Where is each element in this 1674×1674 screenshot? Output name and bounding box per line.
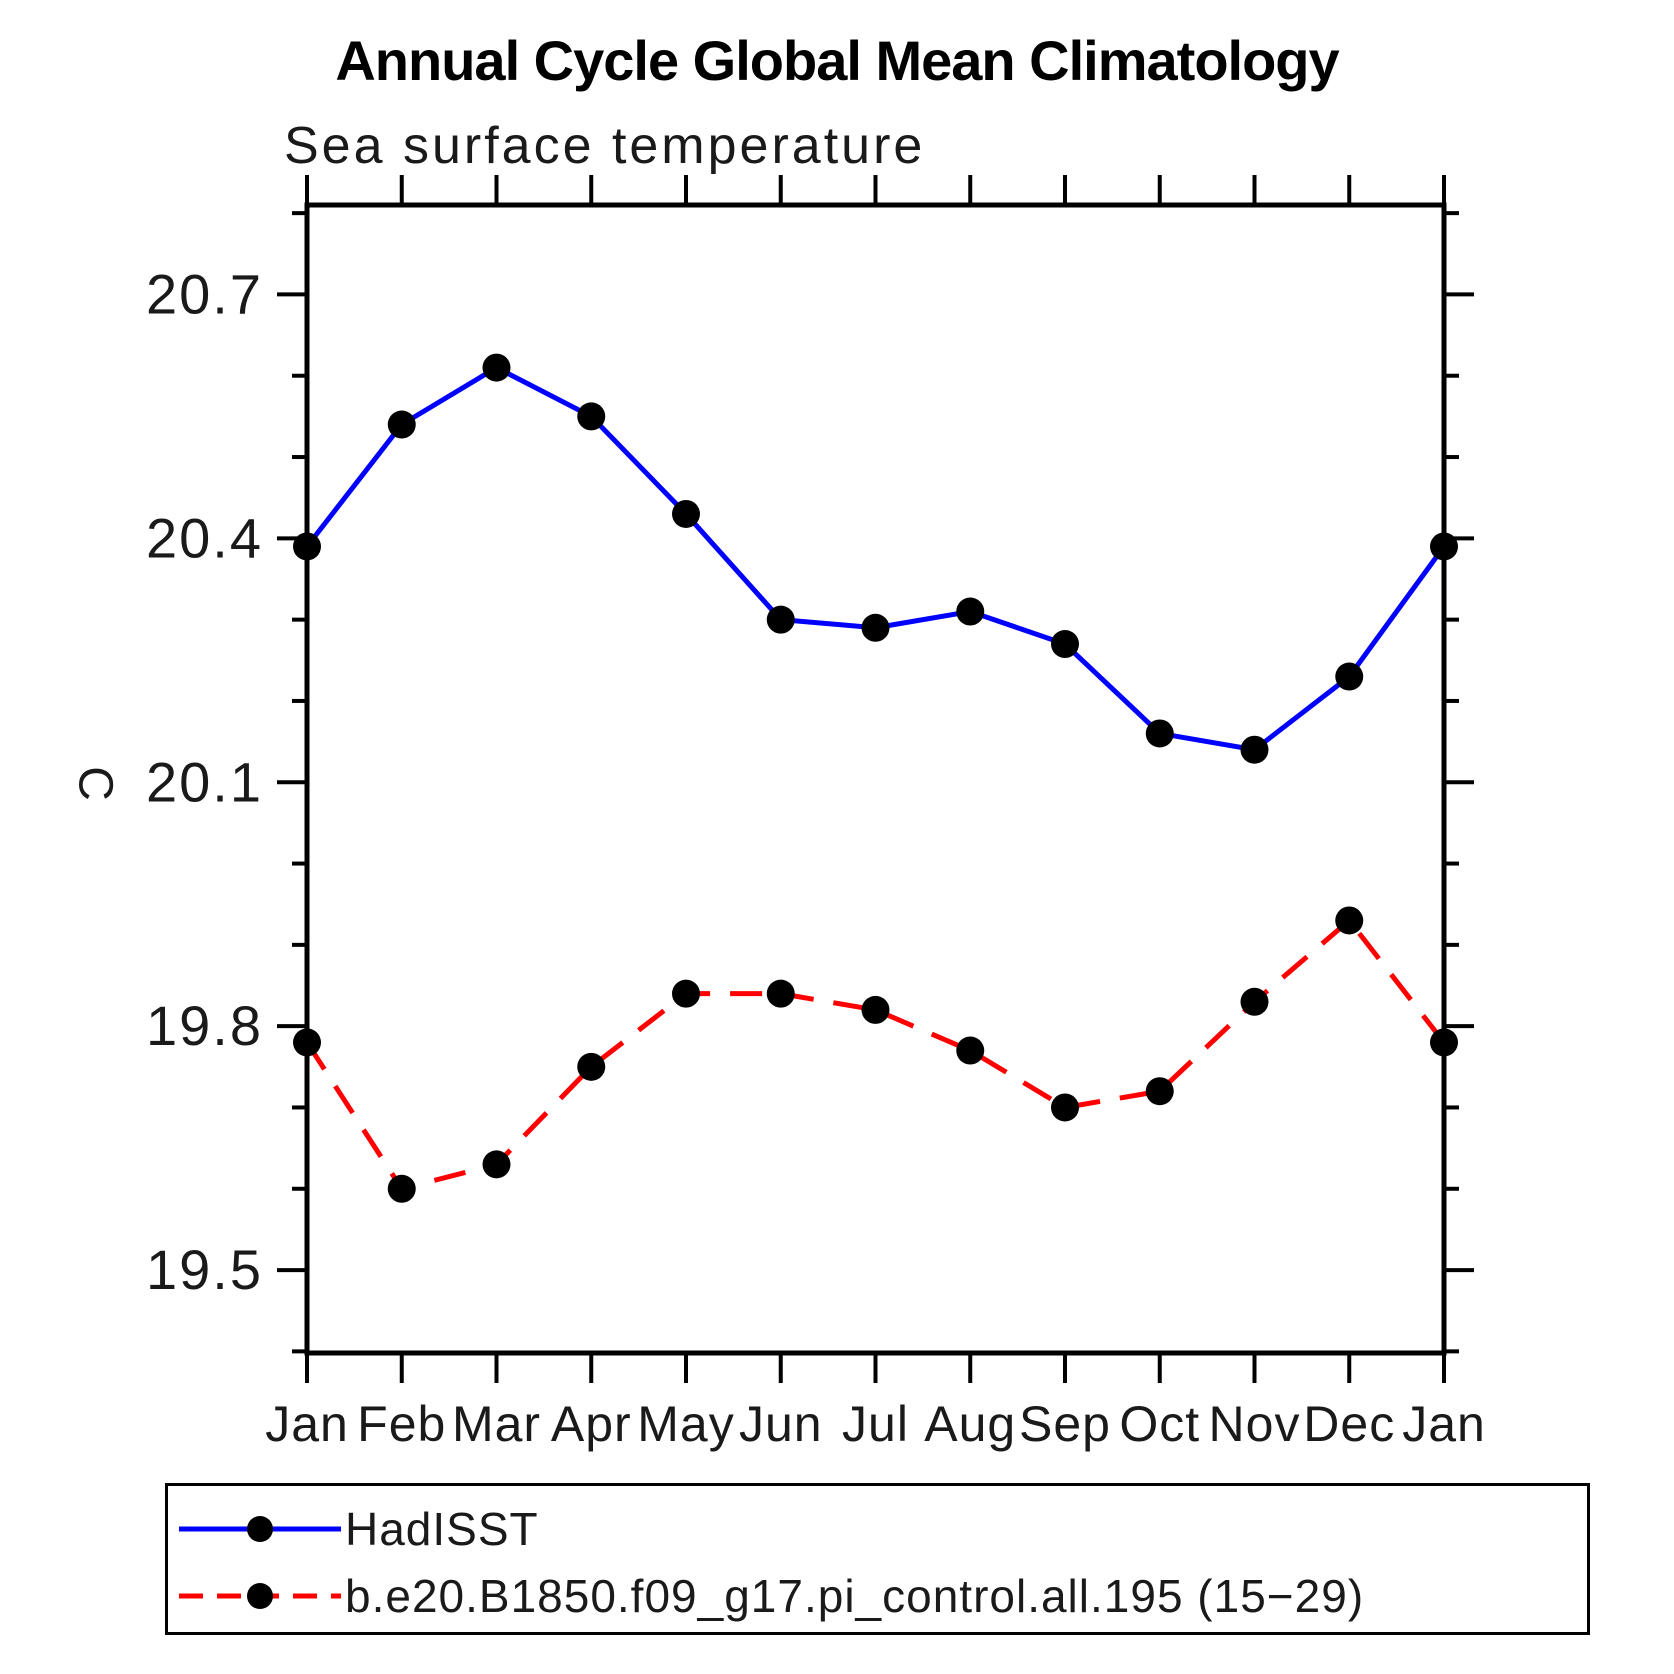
data-point-marker bbox=[672, 979, 700, 1008]
x-tick-label: Sep bbox=[1019, 1396, 1111, 1452]
data-point-marker bbox=[482, 1150, 511, 1179]
data-point-marker bbox=[293, 532, 321, 561]
data-point-marker bbox=[293, 1028, 321, 1057]
data-point-marker bbox=[577, 402, 606, 431]
data-point-marker bbox=[387, 410, 416, 439]
legend-sample-marker bbox=[247, 1516, 273, 1542]
data-point-marker bbox=[861, 613, 890, 642]
legend-line-sample-solid bbox=[179, 1516, 341, 1542]
x-tick-label: Nov bbox=[1209, 1396, 1301, 1452]
x-tick-label: Feb bbox=[357, 1396, 446, 1452]
x-tick-label: Jan bbox=[265, 1396, 349, 1452]
legend-box: HadISST b.e20.B1850.f09_g17.pi_control.a… bbox=[165, 1483, 1590, 1635]
y-tick-label: 19.8 bbox=[146, 994, 263, 1057]
data-point-marker bbox=[1145, 1077, 1174, 1106]
data-point-marker bbox=[1240, 735, 1269, 764]
legend-label: b.e20.B1850.f09_g17.pi_control.all.195 (… bbox=[345, 1570, 1365, 1622]
y-tick-label: 20.4 bbox=[146, 506, 263, 569]
x-tick-label: Jan bbox=[1402, 1396, 1486, 1452]
data-point-marker bbox=[766, 605, 795, 634]
data-point-marker bbox=[766, 979, 795, 1008]
legend-entry-hadisst: HadISST bbox=[175, 1503, 539, 1555]
x-tick-label: May bbox=[637, 1396, 734, 1452]
data-point-marker bbox=[1430, 1028, 1458, 1057]
data-point-marker bbox=[956, 597, 985, 626]
data-point-marker bbox=[1051, 630, 1079, 659]
chart-title: Annual Cycle Global Mean Climatology bbox=[335, 29, 1339, 92]
data-point-marker bbox=[861, 995, 890, 1024]
data-point-marker bbox=[1335, 906, 1364, 935]
series-line-dashed bbox=[304, 916, 1446, 1192]
data-point-marker bbox=[482, 353, 511, 382]
data-point-marker bbox=[387, 1174, 416, 1203]
data-point-marker bbox=[1145, 719, 1174, 748]
legend-entry-model: b.e20.B1850.f09_g17.pi_control.all.195 (… bbox=[175, 1570, 1365, 1622]
data-point-marker bbox=[672, 499, 700, 528]
data-point-marker bbox=[1240, 987, 1269, 1016]
x-tick-label: Apr bbox=[551, 1396, 632, 1452]
y-tick-label: 19.5 bbox=[146, 1238, 263, 1301]
data-point-marker bbox=[1051, 1093, 1079, 1122]
x-tick-label: Jul bbox=[842, 1396, 909, 1452]
data-point-marker bbox=[577, 1052, 606, 1081]
x-tick-label: Jun bbox=[739, 1396, 823, 1452]
legend-line-sample-dashed bbox=[179, 1583, 341, 1609]
y-tick-label: 20.7 bbox=[146, 262, 263, 325]
legend-sample-marker bbox=[247, 1583, 273, 1609]
chart-subtitle: Sea surface temperature bbox=[284, 117, 926, 175]
x-tick-label: Aug bbox=[924, 1396, 1016, 1452]
y-tick-label: 20.1 bbox=[146, 750, 263, 813]
series-line-solid bbox=[305, 364, 1447, 753]
x-tick-label: Mar bbox=[452, 1396, 541, 1452]
data-point-marker bbox=[1430, 532, 1458, 561]
x-tick-label: Dec bbox=[1303, 1396, 1395, 1452]
data-point-marker bbox=[956, 1036, 985, 1065]
x-tick-label: Oct bbox=[1119, 1396, 1200, 1452]
legend-label: HadISST bbox=[345, 1503, 539, 1555]
data-point-marker bbox=[1335, 662, 1364, 691]
